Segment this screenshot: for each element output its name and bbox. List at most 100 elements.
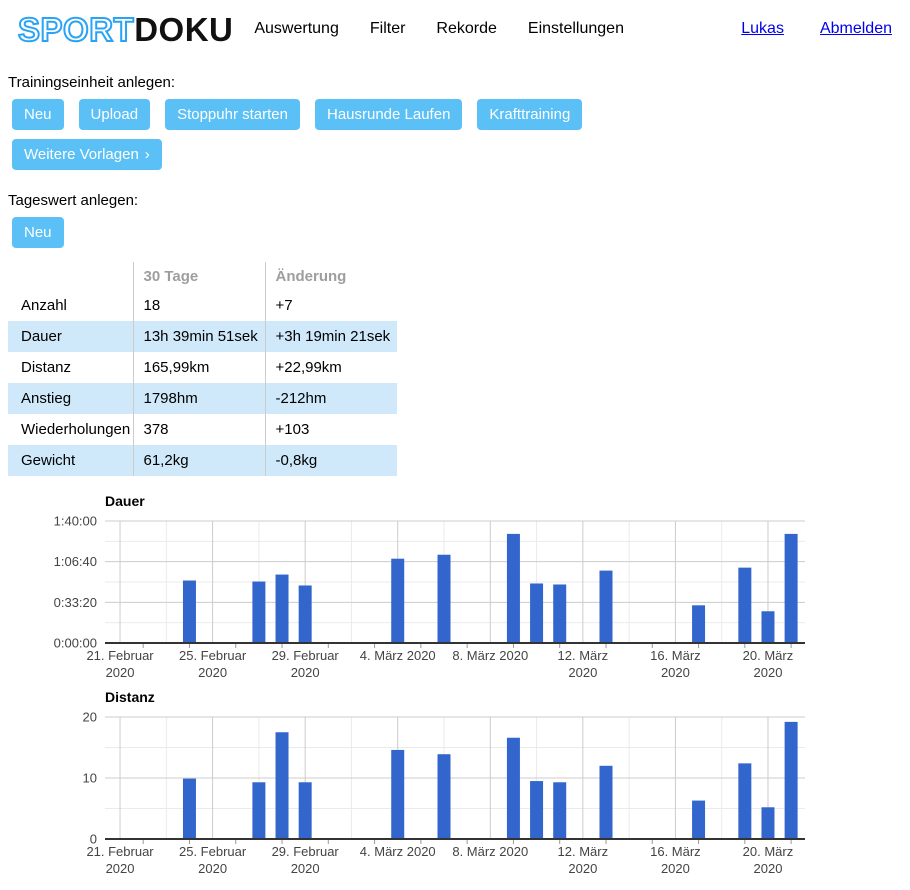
bar-dauer-28-februar-2020[interactable] [275, 574, 289, 643]
x-tick-label: 20. März [743, 648, 794, 663]
dauer-chart: 0:00:00 0:33:20 1:06:40 1:40:00 21. Februar 2… [54, 493, 805, 680]
bar-dauer-21-maerz-2020[interactable] [784, 533, 798, 643]
x-tick-label: 12. März [558, 844, 609, 859]
main-nav: Auswertung Filter Rekorde Einstellungen [254, 20, 624, 38]
training-neu-button[interactable]: Neu [12, 99, 64, 130]
charts-area: 0:00:00 0:33:20 1:06:40 1:40:00 21. Februar 2… [0, 488, 910, 880]
bar-distanz-13-maerz-2020[interactable] [599, 765, 613, 839]
x-tick-label: 2020 [754, 861, 783, 876]
bar-dauer-20-maerz-2020[interactable] [761, 611, 775, 643]
bar-distanz-11-maerz-2020[interactable] [553, 782, 567, 839]
stats-row-anzahl: Anzahl 18 +7 [8, 290, 397, 321]
bar-dauer-24-februar-2020[interactable] [182, 580, 196, 643]
nav-item-einstellungen[interactable]: Einstellungen [527, 20, 624, 37]
bar-distanz-19-maerz-2020[interactable] [738, 763, 752, 839]
bar-distanz-4-maerz-2020[interactable] [391, 749, 405, 839]
y-tick-label: 0 [90, 832, 97, 847]
x-tick-label: 21. Februar [86, 844, 154, 859]
stats-table-body: Anzahl 18 +7 Dauer 13h 39min 51sek +3h 19min … [8, 290, 397, 476]
stats-row-distanz: Distanz 165,99km +22,99km [8, 352, 397, 383]
bar-distanz-27-februar-2020[interactable] [252, 782, 266, 839]
bar-distanz-6-maerz-2020[interactable] [437, 754, 451, 839]
stats-table-head: 30 Tage Änderung [8, 262, 397, 290]
stats-row-label: Anstieg [21, 390, 72, 407]
stats-row-change: +103 [264, 414, 397, 445]
training-stoppuhr-starten-button[interactable]: Stoppuhr starten [165, 99, 300, 130]
daily-neu-button[interactable]: Neu [12, 217, 64, 248]
more-templates-button[interactable]: Weitere Vorlagen › [12, 139, 162, 170]
chevron-right-icon: › [144, 146, 150, 163]
nav-item-lukas[interactable]: Lukas [741, 20, 784, 37]
x-tick-label: 4. März 2020 [360, 648, 436, 663]
x-tick-label: 16. März [650, 844, 701, 859]
x-tick-label: 2020 [291, 861, 320, 876]
stats-row-label: Dauer [21, 328, 62, 345]
nav-item-rekorde[interactable]: Rekorde [436, 20, 497, 37]
stats-row-label: Distanz [21, 359, 72, 376]
training-section-label: Trainingseinheit anlegen: [8, 74, 176, 91]
x-tick-label: 2020 [754, 665, 783, 680]
bar-distanz-17-maerz-2020[interactable] [692, 800, 706, 839]
x-tick-label: 25. Februar [179, 648, 247, 663]
more-templates-row: Weitere Vorlagen › [12, 139, 910, 170]
stats-row-anstieg: Anstieg 1798hm -212hm [8, 383, 397, 414]
logo-doku-text: DOKU [134, 10, 234, 48]
bar-dauer-27-februar-2020[interactable] [252, 581, 266, 643]
bar-dauer-6-maerz-2020[interactable] [437, 554, 451, 643]
x-tick-label: 2020 [568, 665, 597, 680]
x-tick-label: 21. Februar [86, 648, 154, 663]
y-tick-label: 20 [83, 710, 97, 725]
x-tick-label: 20. März [743, 844, 794, 859]
y-tick-label: 0:00:00 [54, 636, 97, 651]
bar-distanz-9-maerz-2020[interactable] [506, 737, 520, 839]
app-logo[interactable]: SPORTDOKU [17, 10, 234, 48]
stats-header-30days: 30 Tage [132, 262, 265, 290]
x-tick-label: 29. Februar [272, 844, 340, 859]
x-tick-label: 2020 [198, 665, 227, 680]
training-krafttraining-button[interactable]: Krafttraining [477, 99, 583, 130]
nav-item-filter[interactable]: Filter [369, 20, 406, 37]
bar-distanz-21-maerz-2020[interactable] [784, 721, 798, 839]
chart-title-dauer: Dauer [105, 493, 145, 509]
nav-item-abmelden[interactable]: Abmelden [819, 20, 892, 37]
bar-distanz-24-februar-2020[interactable] [182, 778, 196, 839]
x-tick-label: 12. März [558, 648, 609, 663]
y-tick-label: 1:06:40 [54, 554, 97, 569]
bar-distanz-10-maerz-2020[interactable] [530, 781, 544, 839]
bar-dauer-4-maerz-2020[interactable] [391, 558, 405, 643]
bar-dauer-10-maerz-2020[interactable] [530, 583, 544, 643]
main-content: Trainingseinheit anlegen: Neu Upload Stopp… [0, 74, 910, 880]
x-tick-label: 16. März [650, 648, 701, 663]
training-hausrunde-laufen-button[interactable]: Hausrunde Laufen [314, 99, 463, 130]
training-upload-button[interactable]: Upload [78, 99, 151, 130]
bar-dauer-9-maerz-2020[interactable] [506, 533, 520, 643]
stats-row-value: 378 [132, 414, 265, 445]
stats-row-wiederholungen: Wiederholungen 378 +103 [8, 414, 397, 445]
x-tick-label: 29. Februar [272, 648, 340, 663]
nav-item-auswertung[interactable]: Auswertung [254, 20, 339, 37]
stats-row-value: 61,2kg [132, 445, 265, 476]
x-tick-label: 2020 [198, 861, 227, 876]
bar-dauer-13-maerz-2020[interactable] [599, 570, 613, 643]
x-tick-label: 4. März 2020 [360, 844, 436, 859]
x-tick-label: 2020 [291, 665, 320, 680]
bar-dauer-11-maerz-2020[interactable] [553, 584, 567, 643]
stats-header-row: 30 Tage Änderung [8, 262, 397, 290]
stats-row-change: -212hm [264, 383, 397, 414]
stats-row-label: Wiederholungen [21, 421, 131, 438]
stats-row-value: 18 [132, 290, 265, 321]
bar-dauer-29-februar-2020[interactable] [298, 585, 312, 643]
app-header: SPORTDOKU Auswertung Filter Rekorde Einstel… [0, 0, 910, 58]
stats-row-value: 1798hm [132, 383, 265, 414]
stats-header-change: Änderung [264, 262, 397, 290]
bar-distanz-28-februar-2020[interactable] [275, 732, 289, 839]
bar-dauer-19-maerz-2020[interactable] [738, 567, 752, 643]
bar-distanz-20-maerz-2020[interactable] [761, 807, 775, 839]
bar-distanz-29-februar-2020[interactable] [298, 782, 312, 839]
daily-button-row: Neu [12, 217, 910, 248]
stats-row-gewicht: Gewicht 61,2kg -0,8kg [8, 445, 397, 476]
stats-row-change: +22,99km [264, 352, 397, 383]
x-tick-label: 2020 [106, 665, 135, 680]
bar-dauer-17-maerz-2020[interactable] [692, 605, 706, 643]
y-tick-label: 10 [83, 771, 97, 786]
